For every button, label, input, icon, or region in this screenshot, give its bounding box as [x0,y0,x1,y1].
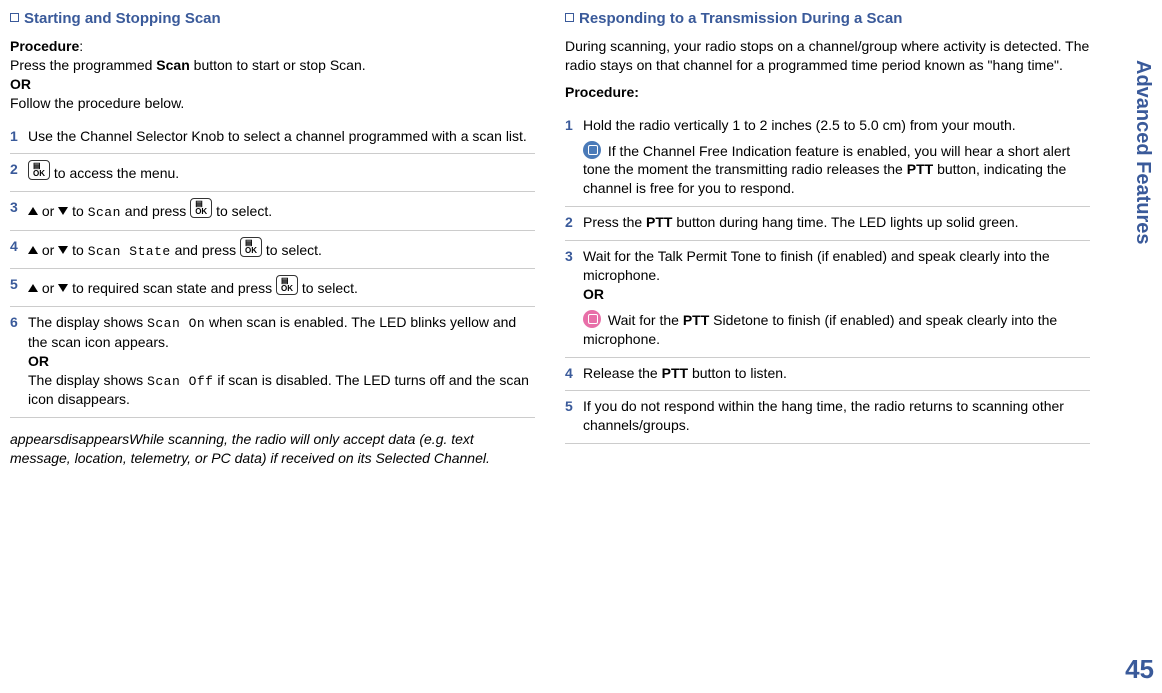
step-number: 4 [565,364,583,383]
mono-text: Scan [88,205,121,220]
mono-text: Scan State [88,244,171,259]
s2c: button during hang time. The LED lights … [672,214,1018,230]
step-mid: to [68,203,87,219]
s4c: button to listen. [688,365,787,381]
note-block: If the Channel Free Indication feature i… [583,141,1090,199]
or-inline: or [38,280,58,296]
up-arrow-icon [28,284,38,292]
s6a: The display shows [28,314,147,330]
s4a: Release the [583,365,662,381]
step-row: 4 or to Scan State and press ▤OK to sele… [10,231,535,270]
right-column: Responding to a Transmission During a Sc… [565,10,1090,468]
step-row: 4 Release the PTT button to listen. [565,358,1090,392]
procedure-label: Procedure [10,38,79,54]
intro-para: During scanning, your radio stops on a c… [565,37,1090,75]
down-arrow-icon [58,207,68,215]
intro2-text: Follow the procedure below. [10,95,184,111]
up-arrow-icon [28,207,38,215]
step-mid: to required scan state and press [68,280,276,296]
section-title-left: Starting and Stopping Scan [10,10,535,27]
scan-bold: Scan [156,57,189,73]
note-info-icon [583,141,601,159]
s3: Wait for the Talk Permit Tone to finish … [583,248,1050,283]
step-number: 5 [10,275,28,294]
step-number: 5 [565,397,583,416]
step-row: 1 Hold the radio vertically 1 to 2 inche… [565,110,1090,208]
step-row: 5 If you do not respond within the hang … [565,391,1090,444]
step-body: Release the PTT button to listen. [583,364,1090,383]
square-icon [565,13,574,22]
square-icon [10,13,19,22]
step-tail: and press [121,203,190,219]
step-number: 6 [10,313,28,332]
step-tail: and press [171,242,240,258]
step-number: 2 [565,213,583,232]
or-text: OR [583,286,604,302]
mono-text: Scan Off [147,374,213,389]
step-body: Use the Channel Selector Knob to select … [28,127,535,146]
step-number: 1 [10,127,28,146]
ptt-bold: PTT [646,214,672,230]
ok-button-icon: ▤OK [190,198,212,218]
step-body: Press the PTT button during hang time. T… [583,213,1090,232]
mono-text: Scan On [147,316,205,331]
step-mid: to [68,242,87,258]
step-row: 5 or to required scan state and press ▤O… [10,269,535,307]
step-row: 1 Use the Channel Selector Knob to selec… [10,121,535,155]
intro-tail: button to start or stop Scan. [190,57,366,73]
or-text: OR [10,76,31,92]
s6b: The display shows [28,372,147,388]
step-number: 1 [565,116,583,135]
step-row: 3 or to Scan and press ▤OK to select. [10,192,535,231]
title-text: Responding to a Transmission During a Sc… [579,10,902,27]
step-number: 2 [10,160,28,179]
note-a: Wait for the [604,312,683,328]
step-sel: to select. [298,280,358,296]
step-body: Hold the radio vertically 1 to 2 inches … [583,116,1090,199]
step-body: ▤OK to access the menu. [28,160,535,183]
step-body: Wait for the Talk Permit Tone to finish … [583,247,1090,348]
ptt-bold: PTT [907,161,933,177]
ptt-bold: PTT [683,312,709,328]
step-number: 3 [10,198,28,217]
s2a: Press the [583,214,646,230]
page-number: 45 [1125,654,1154,685]
up-arrow-icon [28,246,38,254]
note-block: Wait for the PTT Sidetone to finish (if … [583,310,1090,349]
ok-button-icon: ▤OK [240,237,262,257]
step-number: 3 [565,247,583,266]
step-row: 2 ▤OK to access the menu. [10,154,535,192]
or-text: OR [28,353,49,369]
step-row: 2 Press the PTT button during hang time.… [565,207,1090,241]
italic-note: appearsdisappearsWhile scanning, the rad… [10,430,535,468]
section-title-right: Responding to a Transmission During a Sc… [565,10,1090,27]
ok-button-icon: ▤OK [276,275,298,295]
down-arrow-icon [58,246,68,254]
sidebar-label: Advanced Features [1131,60,1154,245]
s1: Hold the radio vertically 1 to 2 inches … [583,117,1016,133]
note-alert-icon [583,310,601,328]
title-text: Starting and Stopping Scan [24,10,221,27]
ok-button-icon: ▤OK [28,160,50,180]
step-body: or to required scan state and press ▤OK … [28,275,535,298]
step-row: 6 The display shows Scan On when scan is… [10,307,535,418]
step-body: The display shows Scan On when scan is e… [28,313,535,409]
step-sel: to select. [212,203,272,219]
or-inline: or [38,242,58,258]
step-tail: to access the menu. [50,165,179,181]
step-body: If you do not respond within the hang ti… [583,397,1090,435]
or-inline: or [38,203,58,219]
step-body: or to Scan and press ▤OK to select. [28,198,535,222]
ptt-bold: PTT [662,365,688,381]
down-arrow-icon [58,284,68,292]
left-column: Starting and Stopping Scan Procedure: Pr… [10,10,535,468]
step-row: 3 Wait for the Talk Permit Tone to finis… [565,241,1090,357]
procedure-label: Procedure: [565,83,1090,102]
step-sel: to select. [262,242,322,258]
step-body: or to Scan State and press ▤OK to select… [28,237,535,261]
step-number: 4 [10,237,28,256]
intro-text: Press the programmed [10,57,156,73]
procedure-block: Procedure: Press the programmed Scan but… [10,37,535,113]
